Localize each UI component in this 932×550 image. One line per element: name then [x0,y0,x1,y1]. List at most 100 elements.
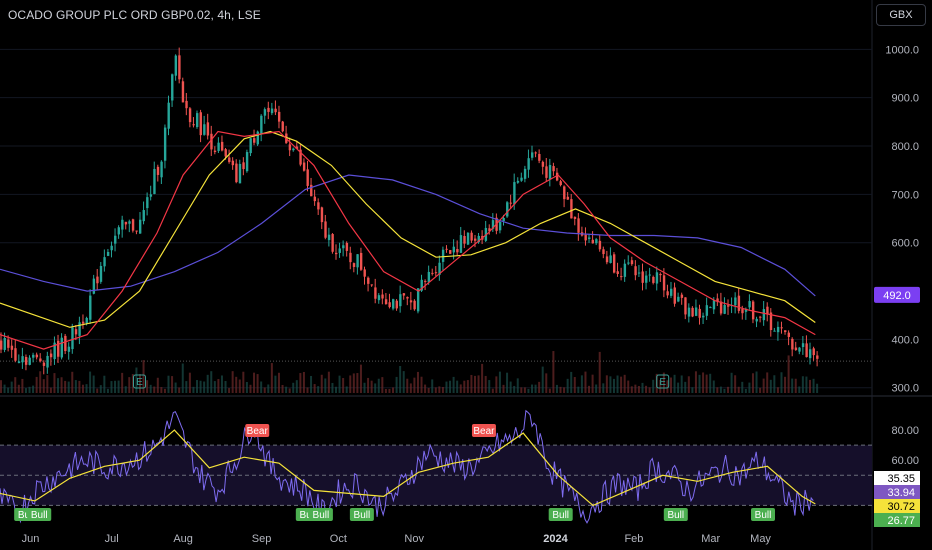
volume-bar [285,386,288,393]
volume-bar [531,384,534,393]
volume-bar [431,379,434,393]
candle-body [513,182,516,205]
volume-bar [71,371,74,393]
volume-bar [495,376,498,393]
volume-bar [698,374,701,393]
candle-body [388,302,391,308]
volume-bar [723,388,726,393]
currency-button[interactable]: GBX [876,4,926,26]
volume-bar [694,371,697,393]
volume-bar [466,380,469,393]
candle-body [270,108,274,114]
volume-bar [217,379,220,393]
volume-bar [277,372,280,393]
candle-body [367,277,370,284]
candle-body [363,269,366,277]
volume-bar [306,387,309,393]
candle-body [142,210,145,222]
price-axis: 1000.0 900.0 800.0 700.0 600.0 400.0 300.0 492.… [874,44,920,395]
candle-body [71,327,74,350]
volume-bar [666,380,669,393]
earnings-marker-label: E [136,377,143,388]
volume-bar [470,374,473,393]
volume-bar [409,383,412,393]
volume-bar [28,386,31,393]
signal-label: Bull [552,510,569,521]
candle-body [566,196,570,200]
volume-bar [509,381,512,393]
volume-bar [427,387,430,393]
time-tick-label: Mar [701,533,720,545]
volume-bar [324,378,327,393]
volume-bar [156,377,159,393]
volume-bar [420,376,423,393]
candle-body [787,332,791,337]
volume-bar [85,384,88,393]
candle-body [698,308,701,318]
volume-bar [203,381,206,393]
rsi-value-text: 30.72 [887,501,915,513]
volume-bar [320,374,323,393]
volume-bar [759,387,762,393]
candle-body [463,235,466,244]
volume-bar [96,388,99,393]
volume-bar [367,377,370,393]
chart-title: OCADO GROUP PLC ORD GBP0.02, 4h, LSE [8,8,261,22]
candle-body [35,354,39,358]
candle-body [277,111,281,122]
volume-bar [702,372,705,393]
candle-body [424,280,427,282]
volume-bar [392,387,395,393]
volume-bar [791,378,794,393]
candle-body [666,291,669,296]
candle-body [295,146,299,149]
volume-bar [89,371,92,393]
rsi-value-badge [874,471,920,485]
candle-body [14,348,17,361]
last-price-badge [874,286,920,303]
candle-body [78,322,81,336]
candle-body [345,242,349,251]
volume-bar [605,375,608,393]
volume-bar [541,366,544,393]
volume-bar [744,388,747,393]
volume-bar [35,376,38,393]
volume-bar [49,387,52,393]
candle-body [559,181,562,186]
candle-body [260,115,263,134]
volume-bar [776,387,779,393]
candle-body [548,164,552,180]
candle-body [206,122,210,136]
volume-bar [766,372,769,393]
candle-body [420,279,423,291]
candle-body [370,284,374,286]
candle-body [723,305,726,314]
candle-body [85,317,88,324]
volume-bar [81,384,84,393]
volume-bar [206,374,209,393]
candle-body [392,299,395,309]
volume-bar [78,380,81,393]
volume-bar [238,379,241,393]
signal-label: Bull [299,510,316,521]
candle-body [199,112,202,136]
candle-body [794,347,798,351]
volume-bar [484,375,487,393]
candle-body [769,312,773,331]
volume-bar [381,377,384,393]
volume-bar [659,379,662,393]
rsi-line [0,409,814,524]
candle-body [449,250,452,254]
volume-bar [520,387,523,393]
candle-body [456,249,459,253]
candle-body [121,219,124,230]
candle-body [805,343,808,358]
candle-body [7,339,10,348]
candle-body [687,307,691,317]
candle-body [395,300,398,309]
earnings-marker [656,374,670,389]
candle-body [0,340,3,350]
volume-bar [334,386,337,393]
